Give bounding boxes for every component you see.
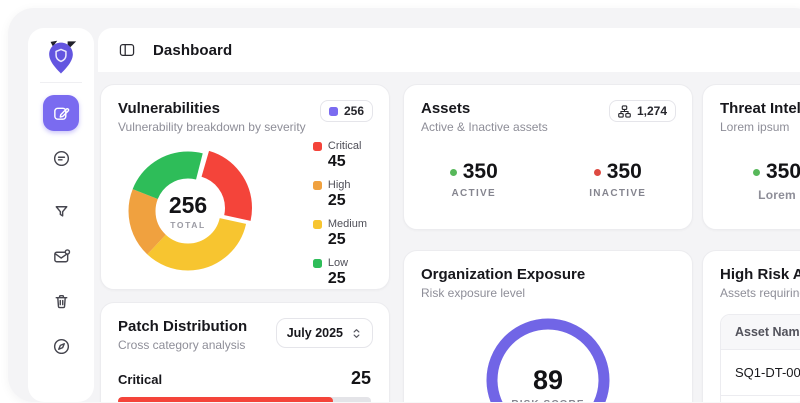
vulnerabilities-subtitle: Vulnerability breakdown by severity xyxy=(118,120,306,134)
risk-score-gauge: 89 RISK SCORE xyxy=(478,310,618,402)
panel-toggle-icon xyxy=(119,43,135,57)
severity-legend: Critical 45 High 25 Medium 25 Low 25 xyxy=(312,136,373,288)
high-risk-table: Asset Name SQ1-DT-002 SQ1-DT-002 xyxy=(720,314,800,402)
threat-subtitle: Lorem ipsum xyxy=(720,120,790,134)
risk-score-value: 89 xyxy=(532,364,564,395)
comment-icon xyxy=(53,150,69,166)
top-header: Dashboard xyxy=(98,28,800,72)
vulnerabilities-title: Vulnerabilities xyxy=(118,100,220,117)
legend-swatch-low xyxy=(312,258,322,268)
app-window: Dashboard Vulnerabilities Vulnerability … xyxy=(8,8,800,402)
assets-card: Assets Active & Inactive assets 1,274 35… xyxy=(403,84,693,230)
table-row[interactable]: SQ1-DT-002 xyxy=(721,350,800,396)
patch-bar-fill xyxy=(118,397,334,402)
legend-swatch-medium xyxy=(312,219,322,229)
exposure-subtitle: Risk exposure level xyxy=(421,286,526,300)
assets-subtitle: Active & Inactive assets xyxy=(421,120,548,134)
sidebar-item-edit-note[interactable] xyxy=(43,95,79,131)
mail-icon xyxy=(53,248,70,262)
page-title: Dashboard xyxy=(153,41,233,59)
legend-swatch-critical xyxy=(312,141,322,151)
patch-distribution-card: Patch Distribution Cross category analys… xyxy=(100,302,390,402)
vulnerabilities-count-badge: 256 xyxy=(319,100,373,122)
vulnerabilities-card: Vulnerabilities Vulnerability breakdown … xyxy=(100,84,390,290)
sidebar-item-comments[interactable] xyxy=(43,140,79,176)
assets-title: Assets xyxy=(421,100,471,117)
inactive-status-dot xyxy=(593,168,601,176)
column-header-asset-name: Asset Name xyxy=(721,315,800,350)
donut-segment-critical xyxy=(133,148,252,268)
active-status-dot xyxy=(449,168,457,176)
inactive-assets-stat: 350 INACTIVE xyxy=(589,160,647,199)
active-assets-stat: 350 ACTIVE xyxy=(449,160,498,199)
badge-square-icon xyxy=(328,106,338,116)
threat-status-dot xyxy=(753,168,760,176)
sidebar-item-compass[interactable] xyxy=(43,328,79,364)
donut-segment-high xyxy=(128,151,248,271)
patch-row-critical: Critical 25 Patched 85% Pending 15% xyxy=(101,352,389,402)
assets-count-badge: 1,274 xyxy=(608,100,676,122)
sidebar-divider xyxy=(40,82,82,83)
app-logo[interactable] xyxy=(43,38,79,76)
filter-icon xyxy=(55,205,67,217)
high-risk-title: High Risk Assets xyxy=(720,266,800,283)
threat-stat: 350 Lorem xyxy=(753,160,800,202)
sidebar xyxy=(28,28,94,402)
legend-swatch-high xyxy=(312,180,322,190)
legend-item-medium: Medium 25 xyxy=(312,218,367,249)
threat-intelligence-card: Threat Intelligence Lorem ipsum 350 Lore… xyxy=(702,84,800,230)
network-icon xyxy=(618,104,631,118)
risk-score-label: RISK SCORE xyxy=(511,399,584,403)
donut-segment-medium xyxy=(128,151,248,271)
table-row[interactable]: SQ1-DT-002 xyxy=(721,396,800,402)
high-risk-subtitle: Assets requiring attention xyxy=(720,286,800,300)
sidebar-item-trash[interactable] xyxy=(43,283,79,319)
logo-accent-shape-2 xyxy=(50,40,58,47)
trash-icon xyxy=(55,294,67,308)
compass-icon xyxy=(53,338,69,354)
organization-exposure-card: Organization Exposure Risk exposure leve… xyxy=(403,250,693,402)
risk-gauge-arc xyxy=(486,318,610,402)
sidebar-item-filter[interactable] xyxy=(43,193,79,229)
severity-donut-chart: 256 TOTAL xyxy=(113,136,263,286)
legend-item-critical: Critical 45 xyxy=(312,140,367,171)
patch-subtitle: Cross category analysis xyxy=(118,338,246,352)
threat-title: Threat Intelligence xyxy=(720,100,800,117)
sidebar-toggle-button[interactable] xyxy=(118,41,136,59)
edit-note-icon xyxy=(53,107,69,120)
chevron-updown-icon xyxy=(353,328,360,338)
donut-segment-low xyxy=(128,151,248,271)
period-select[interactable]: July 2025 xyxy=(275,318,373,348)
high-risk-assets-card: High Risk Assets Assets requiring attent… xyxy=(702,250,800,402)
sidebar-item-mail[interactable] xyxy=(43,238,79,274)
exposure-title: Organization Exposure xyxy=(421,266,586,283)
patch-progress-track xyxy=(118,397,371,402)
legend-item-high: High 25 xyxy=(312,179,367,210)
patch-title: Patch Distribution xyxy=(118,318,248,335)
legend-item-low: Low 25 xyxy=(312,257,367,288)
